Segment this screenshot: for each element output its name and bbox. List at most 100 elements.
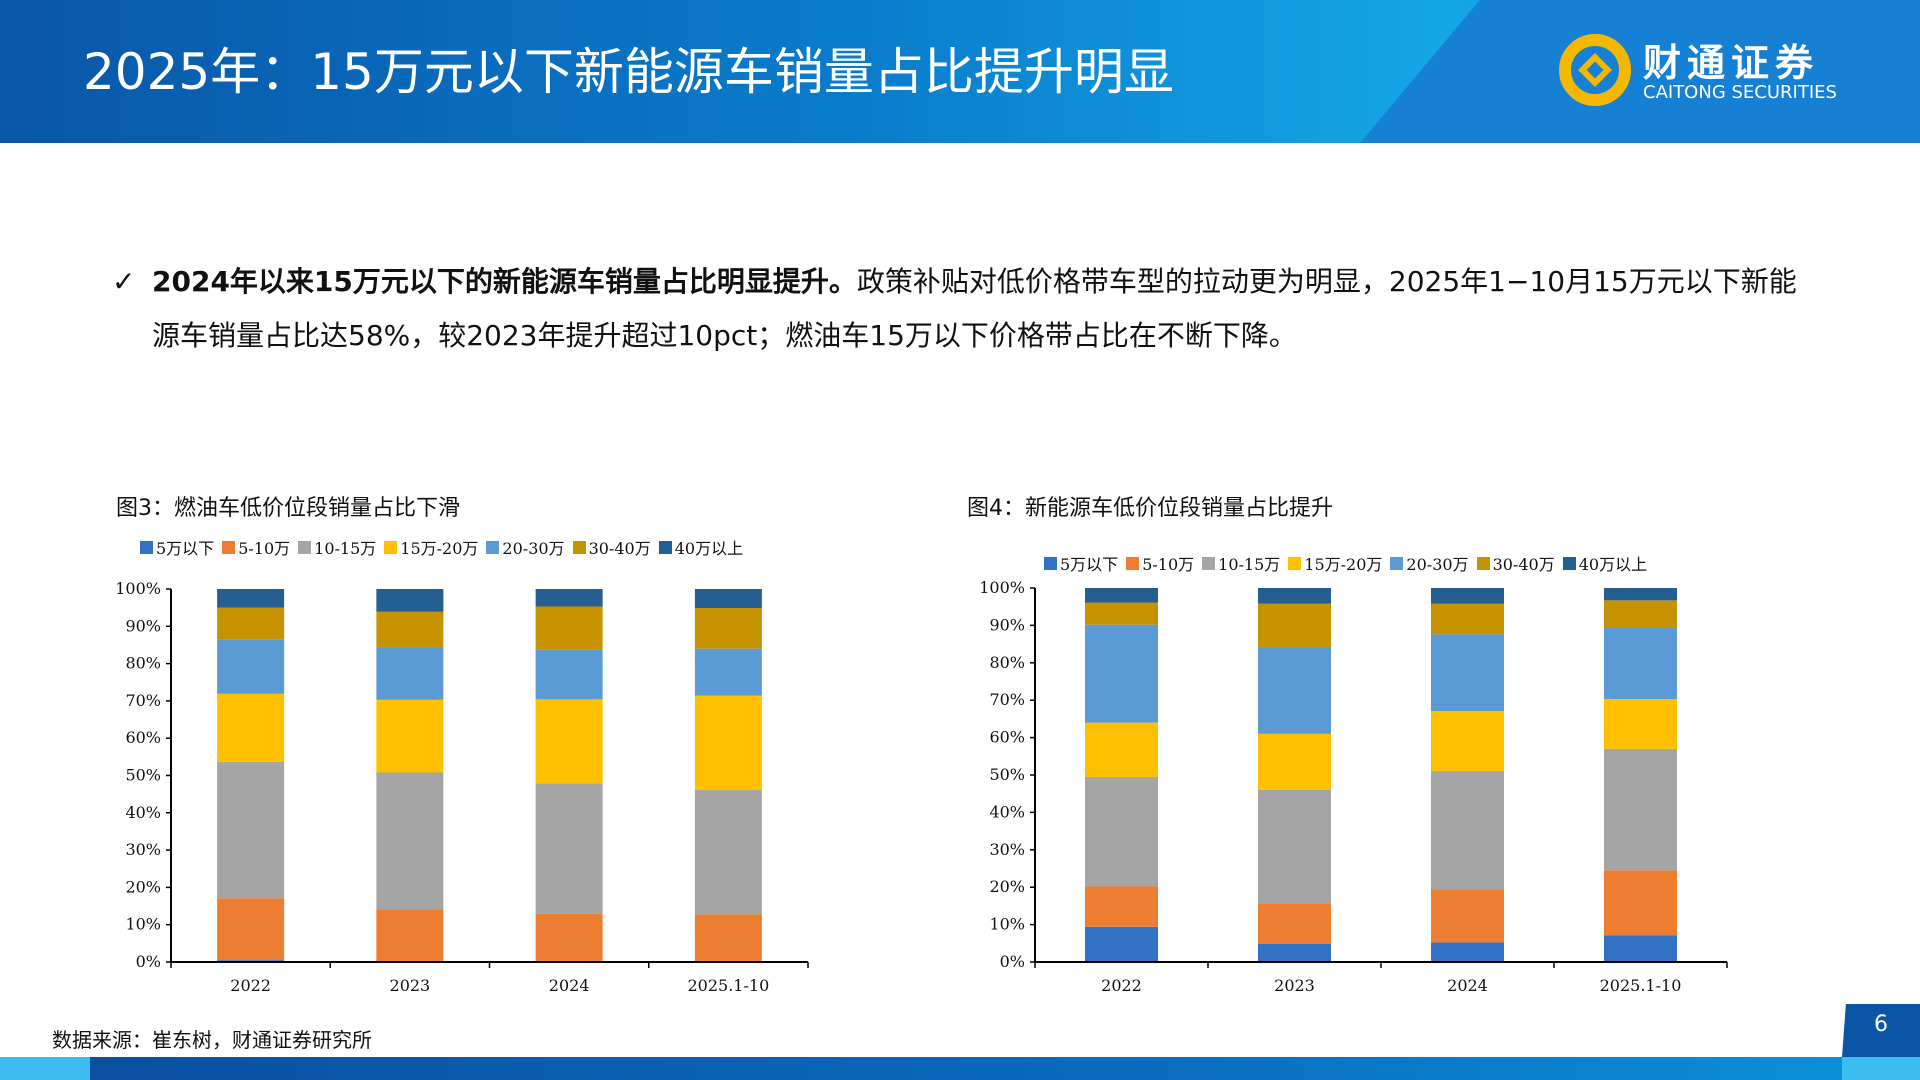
bar-segment bbox=[1258, 733, 1331, 790]
bar-segment bbox=[535, 589, 603, 607]
legend-label: 30-40万 bbox=[1492, 555, 1555, 574]
bar-segment bbox=[535, 913, 603, 962]
legend-item: 10-15万 bbox=[298, 535, 376, 559]
logo-text-en: CAITONG SECURITIES bbox=[1643, 82, 1837, 103]
bar-segment bbox=[1085, 624, 1158, 723]
bar-segment bbox=[535, 783, 603, 914]
chart3-title: 图3：燃油车低价位段销量占比下滑 bbox=[116, 496, 460, 521]
legend-swatch bbox=[140, 540, 153, 554]
legend-item: 5万以下 bbox=[1044, 551, 1118, 575]
bar-segment bbox=[694, 608, 762, 649]
footer-bar bbox=[0, 1057, 1920, 1080]
y-tick-label: 60% bbox=[989, 728, 1025, 747]
bar-segment bbox=[1085, 776, 1158, 887]
legend-item: 30-40万 bbox=[1476, 551, 1555, 575]
legend-label: 5万以下 bbox=[1060, 555, 1119, 574]
legend-item: 15万-20万 bbox=[384, 535, 478, 559]
bar-segment bbox=[1258, 789, 1331, 904]
bar-segment bbox=[1431, 942, 1504, 962]
y-tick-label: 10% bbox=[125, 915, 161, 934]
legend-label: 5-10万 bbox=[1142, 555, 1195, 574]
key-point-bold: 2024年以来15万元以下的新能源车销量占比明显提升。 bbox=[152, 265, 857, 298]
legend-item: 40万以上 bbox=[658, 535, 744, 559]
logo-text-cn: 财通证券 bbox=[1643, 40, 1820, 85]
bar-segment bbox=[694, 914, 762, 962]
bar-segment bbox=[376, 647, 444, 700]
legend-label: 5-10万 bbox=[238, 539, 291, 558]
legend-label: 10-15万 bbox=[314, 539, 377, 558]
chart4-legend: 5万以下 5-10万 10-15万 15万-20万 20-30万 30-40万 40万以上 bbox=[1044, 551, 1647, 575]
legend-swatch bbox=[1288, 556, 1302, 570]
key-point-text: 政策补贴对低价格带车型的拉动更为明显，2025年1−10月15万元以下新能源车销… bbox=[152, 265, 1797, 352]
legend-item: 5万以下 bbox=[140, 535, 214, 559]
bar-segment bbox=[376, 589, 444, 612]
legend-label: 40万以上 bbox=[674, 539, 744, 558]
bar-segment bbox=[1431, 634, 1504, 712]
bar-segment bbox=[1604, 870, 1677, 936]
legend-label: 15万-20万 bbox=[400, 539, 479, 558]
x-tick-label: 2025.1-10 bbox=[1600, 976, 1682, 995]
y-tick-label: 70% bbox=[125, 691, 161, 710]
bar-segment bbox=[1085, 926, 1158, 962]
bar-segment bbox=[217, 693, 285, 762]
legend-label: 20-30万 bbox=[502, 539, 565, 558]
company-logo: 财通证券 CAITONG SECURITIES bbox=[1555, 30, 1855, 110]
key-point: ✓ 2024年以来15万元以下的新能源车销量占比明显提升。政策补贴对低价格带车型… bbox=[112, 255, 1812, 363]
bar-segment bbox=[1258, 588, 1331, 604]
bar-segment bbox=[694, 790, 762, 915]
bar-segment bbox=[1085, 886, 1158, 927]
y-tick-label: 50% bbox=[989, 765, 1025, 784]
legend-swatch bbox=[1126, 556, 1140, 570]
bar-segment bbox=[376, 611, 444, 648]
bar-segment bbox=[535, 649, 603, 700]
bar-segment bbox=[217, 589, 285, 608]
page-number-box bbox=[1842, 1004, 1920, 1057]
y-tick-label: 30% bbox=[125, 840, 161, 859]
bar-segment bbox=[1085, 602, 1158, 625]
y-tick-label: 50% bbox=[125, 766, 161, 785]
y-tick-label: 0% bbox=[136, 952, 161, 971]
x-tick-label: 2025.1-10 bbox=[688, 976, 770, 995]
bar-segment bbox=[1604, 600, 1677, 629]
bar-segment bbox=[1431, 603, 1504, 635]
bar-segment bbox=[376, 772, 444, 910]
legend-item: 40万以上 bbox=[1562, 551, 1647, 575]
bar-segment bbox=[535, 606, 603, 650]
header-banner: 2025年：15万元以下新能源车销量占比提升明显 财通证券 CAITONG SE… bbox=[0, 0, 1920, 143]
data-source: 数据来源：崔东树，财通证券研究所 bbox=[52, 1028, 372, 1052]
bar-segment bbox=[1085, 722, 1158, 777]
legend-label: 15万-20万 bbox=[1304, 555, 1383, 574]
bar-segment bbox=[217, 761, 285, 899]
y-tick-label: 80% bbox=[125, 654, 161, 673]
y-tick-label: 30% bbox=[989, 840, 1025, 859]
legend-item: 5-10万 bbox=[222, 535, 290, 559]
y-tick-label: 40% bbox=[989, 802, 1025, 821]
x-tick-label: 2023 bbox=[390, 976, 431, 995]
bar-segment bbox=[1258, 943, 1331, 962]
bar-segment bbox=[1431, 770, 1504, 890]
bar-segment bbox=[694, 648, 762, 696]
legend-label: 10-15万 bbox=[1218, 555, 1281, 574]
y-tick-label: 20% bbox=[989, 877, 1025, 896]
bar-segment bbox=[1604, 935, 1677, 962]
bar-segment bbox=[376, 909, 444, 962]
y-tick-label: 100% bbox=[979, 578, 1025, 597]
bar-segment bbox=[535, 699, 603, 784]
legend-swatch bbox=[1390, 556, 1404, 570]
bar-segment bbox=[1258, 603, 1331, 648]
bar-segment bbox=[217, 607, 285, 640]
bar-segment bbox=[1258, 647, 1331, 734]
y-tick-label: 90% bbox=[989, 615, 1025, 634]
legend-swatch bbox=[572, 540, 586, 554]
bar-segment bbox=[1604, 748, 1677, 871]
legend-swatch bbox=[1202, 556, 1216, 570]
legend-swatch bbox=[486, 540, 500, 554]
legend-swatch bbox=[384, 540, 398, 554]
bar-segment bbox=[694, 695, 762, 791]
bar-segment bbox=[1431, 711, 1504, 771]
legend-label: 5万以下 bbox=[156, 539, 215, 558]
bar-segment bbox=[1604, 699, 1677, 749]
logo-emblem-icon bbox=[1559, 34, 1631, 106]
